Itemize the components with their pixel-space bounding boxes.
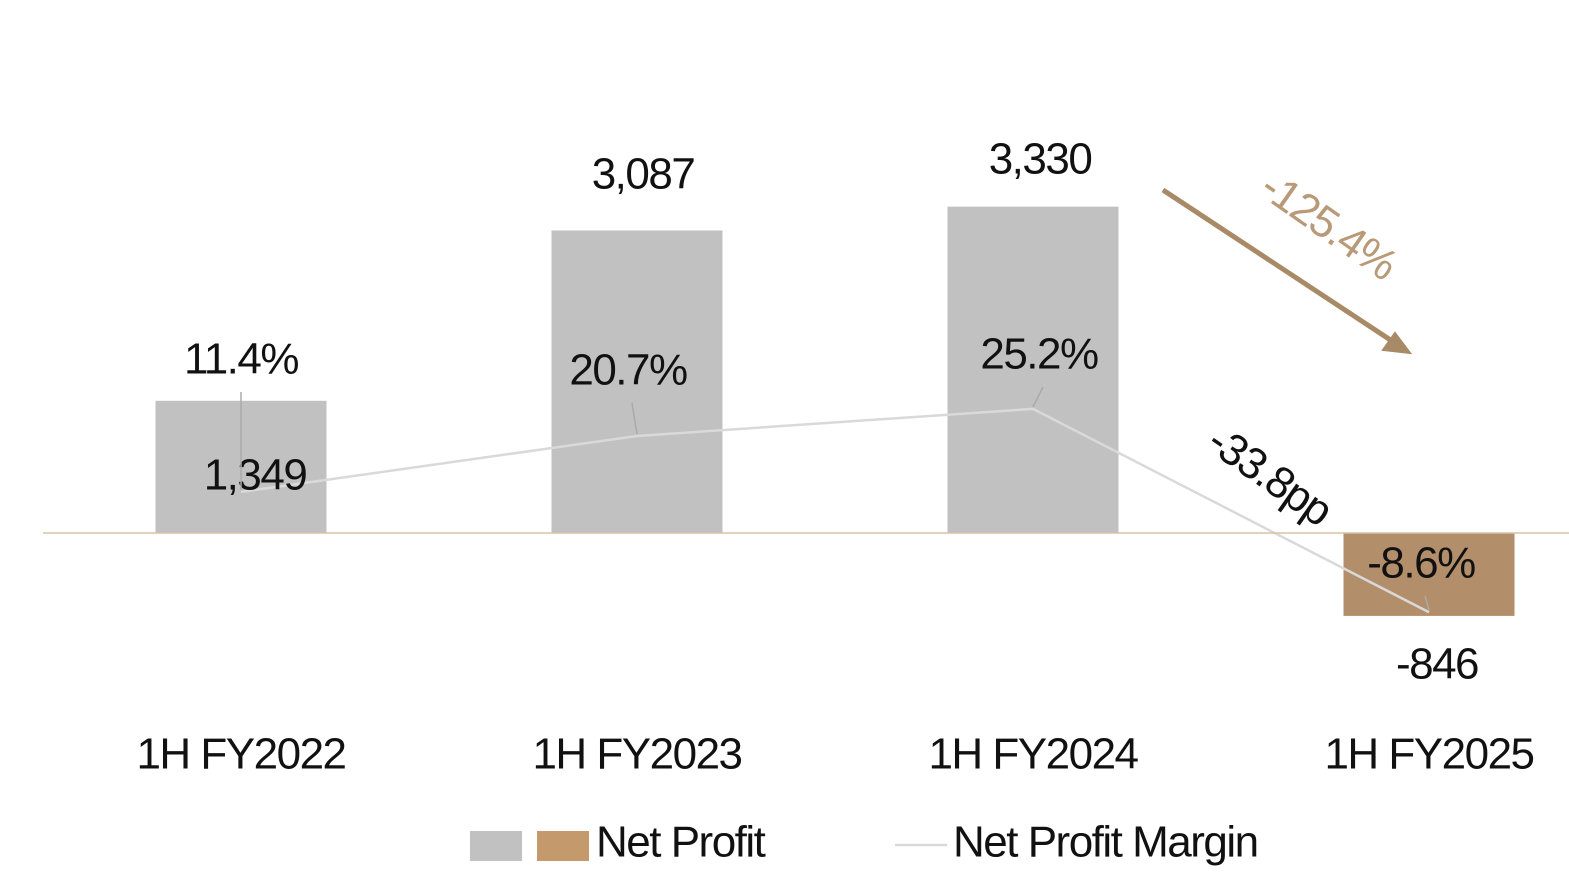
legend-label: Net Profit Margin — [953, 818, 1258, 867]
data-label: -846 — [1396, 640, 1478, 689]
x-tick-label: 1H FY2025 — [1324, 730, 1533, 779]
arrow-shaft — [1161, 187, 1397, 346]
data-label: 20.7% — [569, 346, 687, 395]
x-tick-label: 1H FY2024 — [928, 730, 1138, 779]
arrow-head — [1381, 331, 1413, 355]
annotation: -125.4% — [1252, 162, 1406, 290]
x-tick-label: 1H FY2023 — [532, 730, 741, 779]
legend-label: Net Profit — [596, 818, 766, 867]
margin-line — [240, 407, 1430, 614]
bar — [1343, 533, 1515, 616]
leader-line — [1424, 595, 1430, 611]
data-label: 3,087 — [592, 150, 695, 199]
legend-swatch — [537, 831, 589, 861]
leader-line — [1032, 386, 1044, 408]
bar — [551, 230, 723, 533]
data-label: 3,330 — [989, 135, 1092, 184]
data-label: 25.2% — [980, 330, 1098, 379]
data-label: 11.4% — [184, 335, 298, 384]
legend-swatch — [470, 831, 522, 861]
data-label: 1,349 — [204, 451, 307, 500]
x-tick-label: 1H FY2022 — [136, 730, 345, 779]
annotation: -33.8pp — [1199, 416, 1341, 536]
leader-line — [631, 402, 638, 435]
bar — [947, 206, 1119, 533]
data-label: -8.6% — [1367, 539, 1475, 588]
